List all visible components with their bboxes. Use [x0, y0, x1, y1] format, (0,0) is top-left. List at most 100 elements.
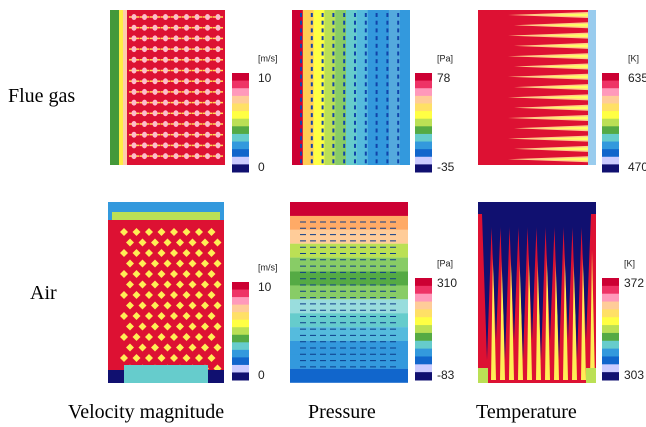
- colorbar-max: 78: [437, 71, 451, 85]
- colorbar-step: [602, 149, 619, 158]
- tube: [163, 131, 168, 138]
- band: [586, 368, 596, 383]
- tube: [321, 97, 324, 102]
- diamond: [201, 343, 209, 352]
- tube: [364, 36, 367, 41]
- tube: [397, 51, 400, 56]
- colorbar-step: [232, 133, 249, 143]
- tube: [173, 35, 179, 42]
- contour-plot: [292, 10, 410, 165]
- colorbar-step: [232, 342, 249, 351]
- colorbar-step: [232, 88, 249, 97]
- tube: [343, 143, 346, 148]
- tube: [300, 43, 302, 48]
- tube: [321, 120, 324, 125]
- tube: [131, 99, 137, 106]
- colorbar-step: [415, 95, 432, 104]
- column-label: Velocity magnitude: [68, 401, 224, 423]
- diamond: [120, 249, 128, 257]
- diamond: [188, 259, 197, 268]
- tube: [184, 67, 189, 74]
- row-label: Air: [30, 282, 57, 304]
- colorbar-step: [602, 309, 619, 318]
- tube: [142, 110, 147, 117]
- diamond: [157, 249, 166, 257]
- diamond: [157, 333, 166, 341]
- colorbar-step: [415, 141, 432, 150]
- tube: [354, 136, 356, 141]
- tube: [397, 20, 400, 25]
- diamond: [176, 343, 184, 352]
- diamond: [126, 343, 134, 352]
- tube: [375, 28, 378, 33]
- diamond: [120, 228, 128, 236]
- colorbar-step: [232, 164, 249, 173]
- colorbar-step: [415, 293, 432, 303]
- tube: [397, 59, 400, 64]
- diamond: [157, 291, 166, 299]
- tube: [152, 46, 158, 53]
- band: [313, 10, 325, 165]
- tube: [386, 66, 389, 71]
- colorbar-step: [602, 80, 619, 89]
- tube: [321, 66, 324, 71]
- tube: [332, 51, 335, 56]
- tube: [194, 110, 200, 117]
- tube: [343, 13, 346, 17]
- band: [290, 202, 408, 216]
- colorbar-step: [415, 118, 432, 127]
- diamond: [120, 312, 128, 320]
- tube: [397, 36, 400, 41]
- band: [367, 10, 379, 165]
- spike: [540, 126, 588, 130]
- band: [324, 10, 336, 165]
- colorbar-step: [602, 95, 619, 104]
- tube: [397, 143, 400, 148]
- diamond: [201, 238, 209, 247]
- tube: [343, 51, 346, 56]
- band: [119, 10, 123, 165]
- tube: [375, 74, 378, 79]
- diamond: [138, 343, 147, 352]
- tube: [194, 153, 200, 160]
- tube: [163, 88, 168, 95]
- tube: [321, 113, 324, 118]
- band: [290, 271, 408, 286]
- colorbar-step: [232, 312, 249, 321]
- tube: [215, 99, 221, 106]
- tube: [310, 90, 313, 94]
- row-label: Flue gas: [8, 85, 75, 107]
- tube: [184, 142, 189, 149]
- tube: [321, 20, 324, 25]
- band: [290, 243, 408, 258]
- tube: [397, 159, 400, 164]
- tube: [332, 66, 335, 71]
- tube: [343, 82, 346, 87]
- tube: [354, 43, 356, 48]
- tube: [131, 110, 137, 117]
- tube: [131, 35, 137, 42]
- tube: [152, 14, 158, 20]
- tube: [310, 20, 313, 25]
- diamond: [138, 301, 147, 310]
- colorbar-step: [415, 164, 432, 173]
- tube: [343, 151, 346, 156]
- tube: [142, 153, 147, 160]
- tube: [332, 105, 335, 110]
- spike: [527, 250, 532, 380]
- tube: [310, 136, 313, 141]
- diamond: [176, 301, 184, 310]
- tube: [194, 46, 200, 53]
- tube: [321, 82, 324, 87]
- contour-plot: [478, 10, 596, 165]
- tube: [310, 151, 313, 156]
- tube: [332, 143, 335, 148]
- tube: [152, 35, 158, 42]
- tube: [194, 99, 200, 106]
- tube: [205, 35, 210, 42]
- tube: [205, 110, 210, 117]
- colorbar-max: 372: [624, 276, 644, 290]
- contour-plot: [478, 202, 596, 383]
- diamond: [188, 238, 197, 247]
- tube: [152, 142, 158, 149]
